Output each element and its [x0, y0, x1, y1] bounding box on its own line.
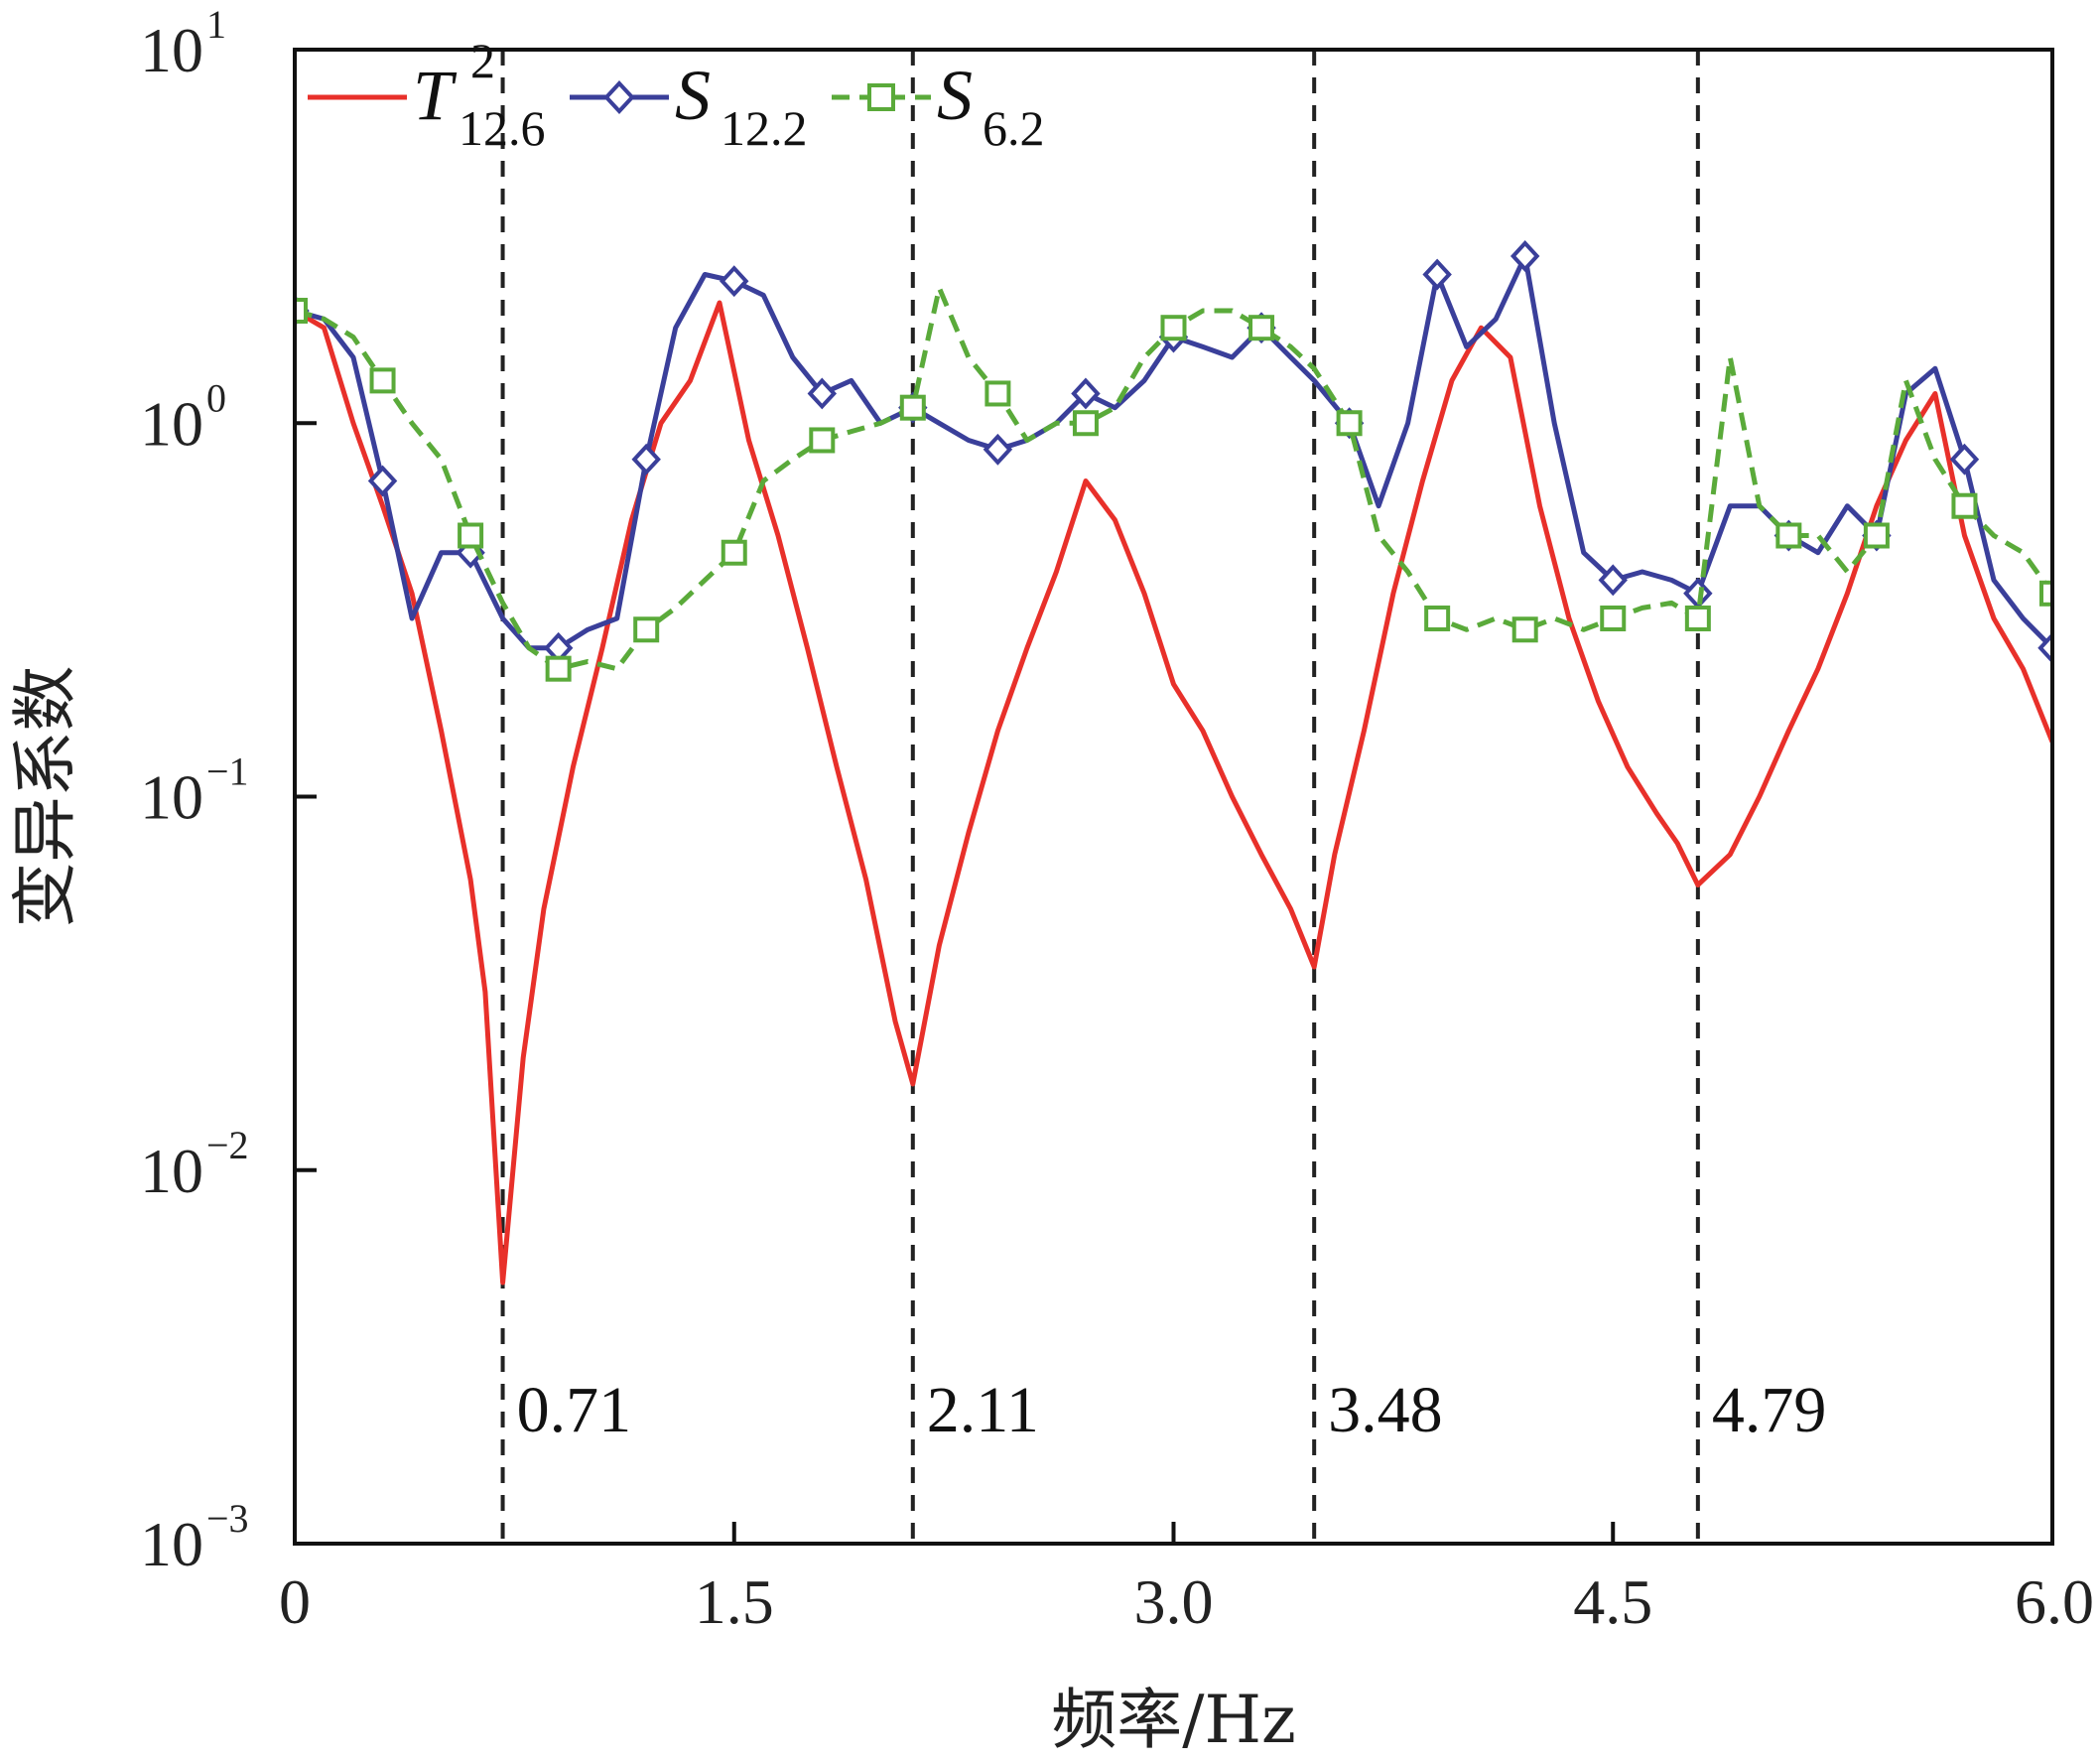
legend-subscript-3: 6.2 — [983, 100, 1045, 156]
legend-marker-2 — [603, 80, 635, 114]
series-3-point — [369, 367, 396, 394]
x-tick-label: 4.5 — [1573, 1566, 1652, 1637]
y-tick-exponent: 0 — [206, 375, 226, 420]
legend-entry-3: S 6.2 — [832, 56, 1045, 156]
series-2-point — [1598, 564, 1628, 597]
y-tick-exponent: −3 — [206, 1496, 249, 1541]
plot-area: 0.71 2.11 3.48 4.79 — [295, 50, 2052, 1544]
series-3-point — [2039, 580, 2052, 607]
y-tick-label: 10 −1 — [140, 749, 249, 833]
series-3-point — [1951, 492, 1978, 519]
series-2-point — [1071, 377, 1101, 410]
x-tick-label: 0 — [279, 1566, 311, 1637]
legend-entry-2: S 12.2 — [570, 56, 808, 156]
legend-label-3: S — [937, 56, 973, 135]
series-3-point — [458, 522, 484, 549]
series-1-line — [295, 300, 2052, 1286]
y-tick-base: 10 — [140, 15, 203, 85]
x-tick-label: 3.0 — [1134, 1566, 1214, 1637]
legend-label-1: T — [413, 56, 458, 135]
x-tick-label: 1.5 — [695, 1566, 774, 1637]
legend-marker-3 — [867, 83, 895, 111]
y-tick-label: 10 1 — [140, 2, 226, 85]
series-3-point — [1336, 410, 1363, 437]
series-3-point — [1775, 522, 1802, 549]
y-tick-label: 10 −3 — [140, 1496, 249, 1579]
y-tick-base: 10 — [140, 388, 203, 459]
series-2-point — [631, 443, 661, 475]
series-3-point — [1072, 410, 1099, 437]
x-axis-title: 频率/Hz — [1051, 1682, 1296, 1758]
legend-label-2: S — [675, 56, 711, 135]
y-tick-exponent: −1 — [206, 749, 249, 794]
legend-entry-1: T 2 12.6 — [308, 33, 546, 156]
reference-line-label-4.79: 4.79 — [1712, 1374, 1827, 1446]
y-tick-label: 10 −2 — [140, 1123, 249, 1206]
legend-subscript-1: 12.6 — [459, 100, 546, 156]
series-2-point — [2037, 631, 2052, 664]
series-3 — [295, 285, 2052, 682]
series-3-point — [1424, 605, 1451, 631]
y-tick-base: 10 — [140, 1509, 203, 1579]
y-axis-title: 变异系数 — [7, 666, 83, 928]
legend-subscript-2: 12.2 — [721, 100, 808, 156]
x-tick-label: 6.0 — [2015, 1566, 2094, 1637]
y-tick-base: 10 — [140, 762, 203, 833]
series-3-point — [545, 655, 572, 682]
reference-line-label-3.48: 3.48 — [1328, 1374, 1443, 1446]
y-tick-exponent: −2 — [206, 1123, 249, 1167]
series-3-point — [633, 616, 660, 643]
legend-superscript-1: 2 — [470, 33, 495, 88]
series-2-point — [807, 377, 838, 410]
series-2-point — [1509, 240, 1540, 272]
legend: T 212.6 S 12.2 S 6.2 — [308, 33, 1045, 156]
reference-line-label-0.71: 0.71 — [517, 1374, 632, 1446]
series-3-point — [1600, 605, 1627, 631]
series-3-point — [899, 394, 926, 421]
series-3-point — [721, 539, 747, 566]
series-2-point — [367, 465, 398, 497]
series-3-point — [1511, 616, 1538, 643]
series-3-point — [1684, 605, 1711, 631]
y-tick-exponent: 1 — [206, 2, 226, 47]
y-tick-base: 10 — [140, 1136, 203, 1206]
series-3-point — [1863, 522, 1890, 549]
series-group — [295, 240, 2052, 1286]
series-2-point — [983, 433, 1013, 466]
series-2-point — [1422, 258, 1452, 291]
series-3-point — [984, 380, 1011, 407]
series-3-point — [295, 297, 308, 324]
series-3-point — [1248, 315, 1275, 341]
series-2-point — [1949, 443, 1980, 475]
series-3-point — [809, 427, 836, 454]
reference-line-label-2.11: 2.11 — [927, 1374, 1039, 1446]
y-tick-label: 10 0 — [140, 375, 226, 459]
series-3-point — [1160, 315, 1187, 341]
series-1 — [295, 300, 2052, 1286]
series-2-point — [720, 265, 749, 298]
